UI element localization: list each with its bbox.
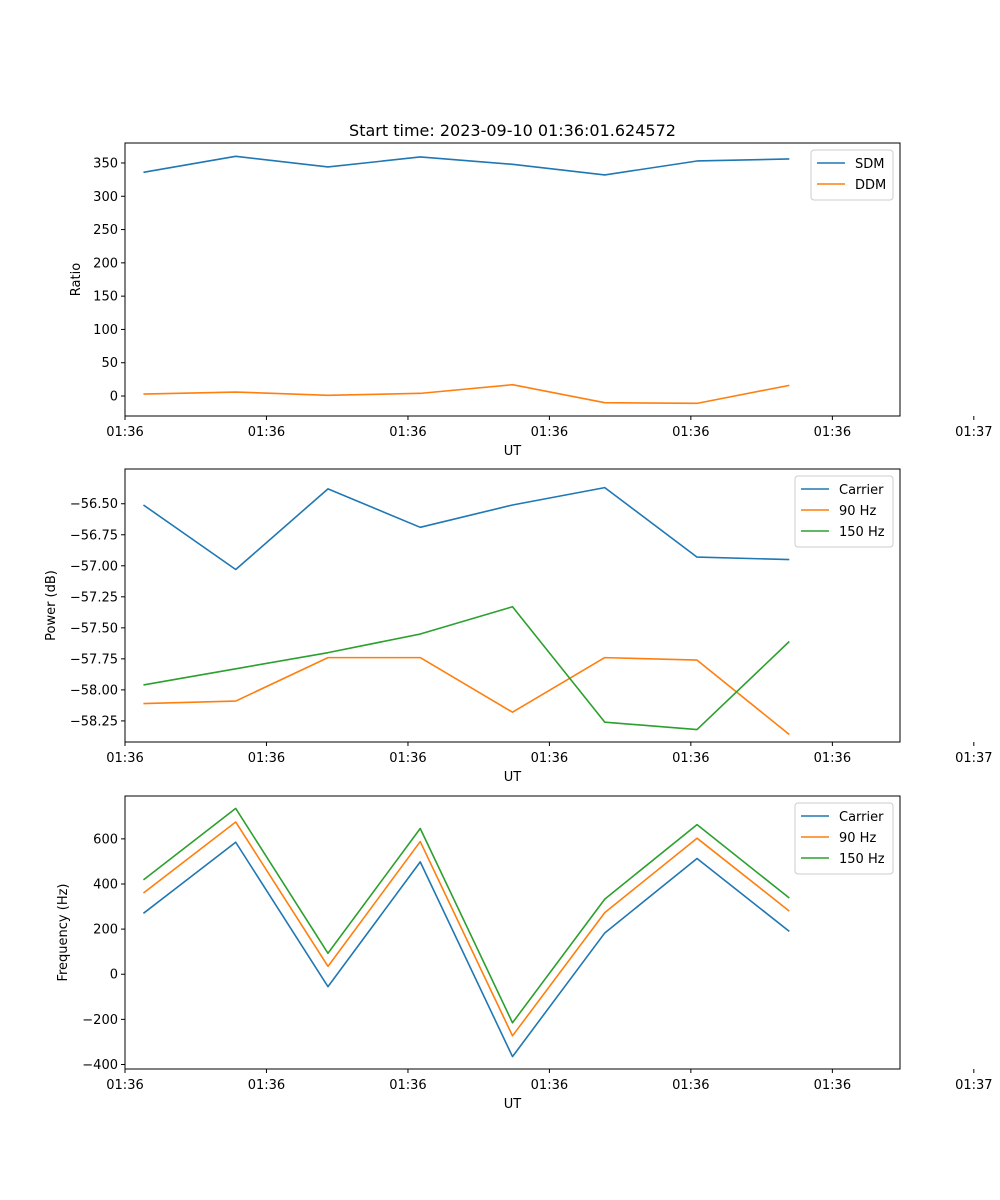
y-tick-label: −56.75 [70,528,118,543]
series-line-150-hz [143,605,790,731]
axes-frame [124,468,901,743]
series-line-ddm [143,383,790,405]
x-tick-label: 01:37 [955,751,992,766]
chart-panel-1: Start time: 2023-09-10 01:36:01.62457201… [69,121,993,459]
x-axis-label: UT [504,444,522,459]
x-tick-label: 01:36 [814,425,851,440]
y-tick-label: −58.25 [70,714,118,729]
x-tick-label: 01:36 [531,751,568,766]
x-tick-label: 01:36 [672,1078,709,1093]
legend-box [794,475,894,548]
legend-label: 150 Hz [839,852,885,867]
y-tick-label: −57.50 [70,621,118,636]
chart-title: Start time: 2023-09-10 01:36:01.624572 [349,121,676,140]
legend-label: Carrier [839,483,884,498]
series-line-sdm [143,155,790,176]
x-axis-label: UT [504,1097,522,1112]
x-tick-label: 01:36 [531,1078,568,1093]
x-tick-label: 01:36 [106,1078,143,1093]
series-line-150-hz [142,807,790,1024]
legend-label: SDM [855,157,884,172]
y-tick-label: 300 [93,190,118,205]
x-tick-label: 01:36 [672,425,709,440]
legend: Carrier 90 Hz 150 Hz [794,802,894,875]
y-tick-label: 400 [93,877,118,892]
legend-box [794,802,894,875]
y-tick-label: 100 [93,323,118,338]
y-tick-label: 200 [93,923,118,938]
y-tick-label: 0 [110,390,118,405]
legend-label: Carrier [839,810,884,825]
y-tick-label: −57.75 [70,652,118,667]
x-tick-label: 01:36 [814,1078,851,1093]
x-tick-label: 01:36 [389,751,426,766]
y-tick-label: 0 [110,968,118,983]
y-tick-label: 200 [93,256,118,271]
series-line-90-hz [142,821,790,1037]
x-tick-label: 01:36 [106,425,143,440]
x-axis-label: UT [504,770,522,785]
y-tick-label: 600 [93,832,118,847]
legend: SDM DDM [810,149,894,201]
y-tick-label: −57.25 [70,590,118,605]
x-tick-label: 01:36 [814,751,851,766]
x-tick-label: 01:36 [531,425,568,440]
y-tick-label: −58.00 [70,683,118,698]
chart-panel-3: 01:36 01:36 01:36 01:36 01:36 01:36 01:37 −400 −… [56,795,993,1112]
legend-label: 90 Hz [839,831,876,846]
series-line-carrier [142,841,790,1058]
y-tick-label: −56.50 [70,497,118,512]
legend-label: DDM [855,178,886,193]
y-axis-label: Frequency (Hz) [56,883,71,981]
y-tick-label: −57.00 [70,559,118,574]
series-line-90-hz [143,656,790,736]
y-tick-label: 350 [93,156,118,171]
chart-panel-2: 01:36 01:36 01:36 01:36 01:36 01:36 01:37 −58.2… [44,468,993,785]
y-tick-label: −200 [82,1013,118,1028]
x-tick-label: 01:36 [672,751,709,766]
y-tick-label: 250 [93,223,118,238]
x-tick-label: 01:36 [389,1078,426,1093]
x-tick-label: 01:37 [955,425,992,440]
axes-frame [124,142,901,417]
x-tick-label: 01:36 [389,425,426,440]
x-tick-label: 01:36 [248,751,285,766]
y-axis-label: Ratio [69,263,84,296]
y-tick-label: 50 [101,356,118,371]
series-line-carrier [142,486,790,571]
y-axis-label: Power (dB) [44,570,59,641]
y-tick-label: 150 [93,290,118,305]
x-tick-label: 01:36 [248,1078,285,1093]
legend-label: 90 Hz [839,504,876,519]
x-tick-label: 01:36 [106,751,143,766]
legend: Carrier 90 Hz 150 Hz [794,475,894,548]
legend-label: 150 Hz [839,525,885,540]
axes-frame [124,795,901,1070]
x-tick-label: 01:37 [955,1078,992,1093]
x-tick-label: 01:36 [248,425,285,440]
y-tick-label: −400 [82,1058,118,1073]
